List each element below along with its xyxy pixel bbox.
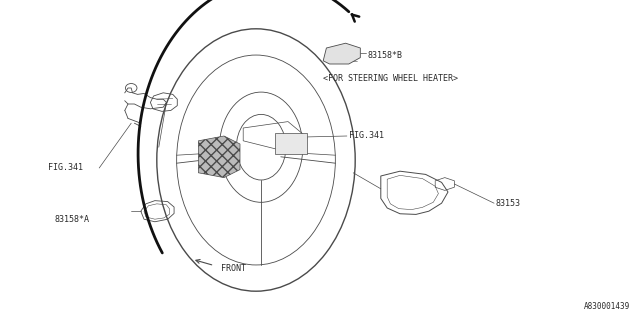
Text: 83153: 83153 (496, 199, 521, 208)
Text: FRONT: FRONT (221, 264, 246, 273)
Polygon shape (323, 43, 360, 64)
FancyBboxPatch shape (275, 133, 307, 154)
Text: 83158*A: 83158*A (54, 215, 90, 224)
Text: 83158*B: 83158*B (368, 52, 403, 60)
Polygon shape (198, 136, 240, 178)
Text: FIG.341: FIG.341 (349, 132, 384, 140)
Text: <FOR STEERING WHEEL HEATER>: <FOR STEERING WHEEL HEATER> (323, 74, 458, 83)
Text: FIG.341: FIG.341 (48, 164, 83, 172)
Text: A830001439: A830001439 (584, 302, 630, 311)
